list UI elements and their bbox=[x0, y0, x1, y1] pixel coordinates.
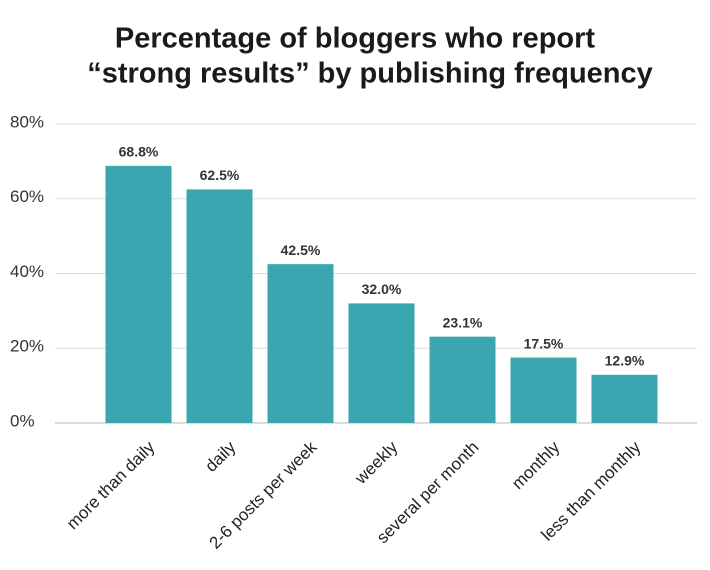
x-tick-label: more than daily bbox=[63, 437, 159, 533]
value-label: 23.1% bbox=[443, 314, 483, 330]
y-tick-label: 40% bbox=[10, 262, 44, 281]
y-tick-label: 80% bbox=[10, 112, 44, 131]
bar bbox=[591, 374, 658, 423]
value-label: 17.5% bbox=[524, 335, 564, 351]
bar bbox=[348, 303, 415, 423]
chart-title: Percentage of bloggers who report bbox=[115, 23, 596, 55]
bar bbox=[267, 264, 334, 423]
y-tick-label: 0% bbox=[10, 411, 35, 430]
bar bbox=[429, 336, 496, 423]
value-label: 62.5% bbox=[200, 167, 240, 183]
x-tick-label: daily bbox=[201, 437, 240, 476]
bar bbox=[510, 357, 577, 423]
value-label: 42.5% bbox=[281, 242, 321, 258]
bar bbox=[105, 165, 172, 424]
value-label: 32.0% bbox=[362, 281, 402, 297]
value-label: 68.8% bbox=[119, 144, 159, 160]
bar bbox=[186, 189, 253, 423]
value-label: 12.9% bbox=[605, 352, 645, 368]
y-tick-label: 60% bbox=[10, 187, 44, 206]
x-tick-label: monthly bbox=[508, 437, 564, 493]
y-tick-label: 20% bbox=[10, 337, 44, 356]
chart-title: “strong results” by publishing frequency bbox=[87, 58, 653, 90]
x-tick-label: weekly bbox=[351, 437, 402, 488]
